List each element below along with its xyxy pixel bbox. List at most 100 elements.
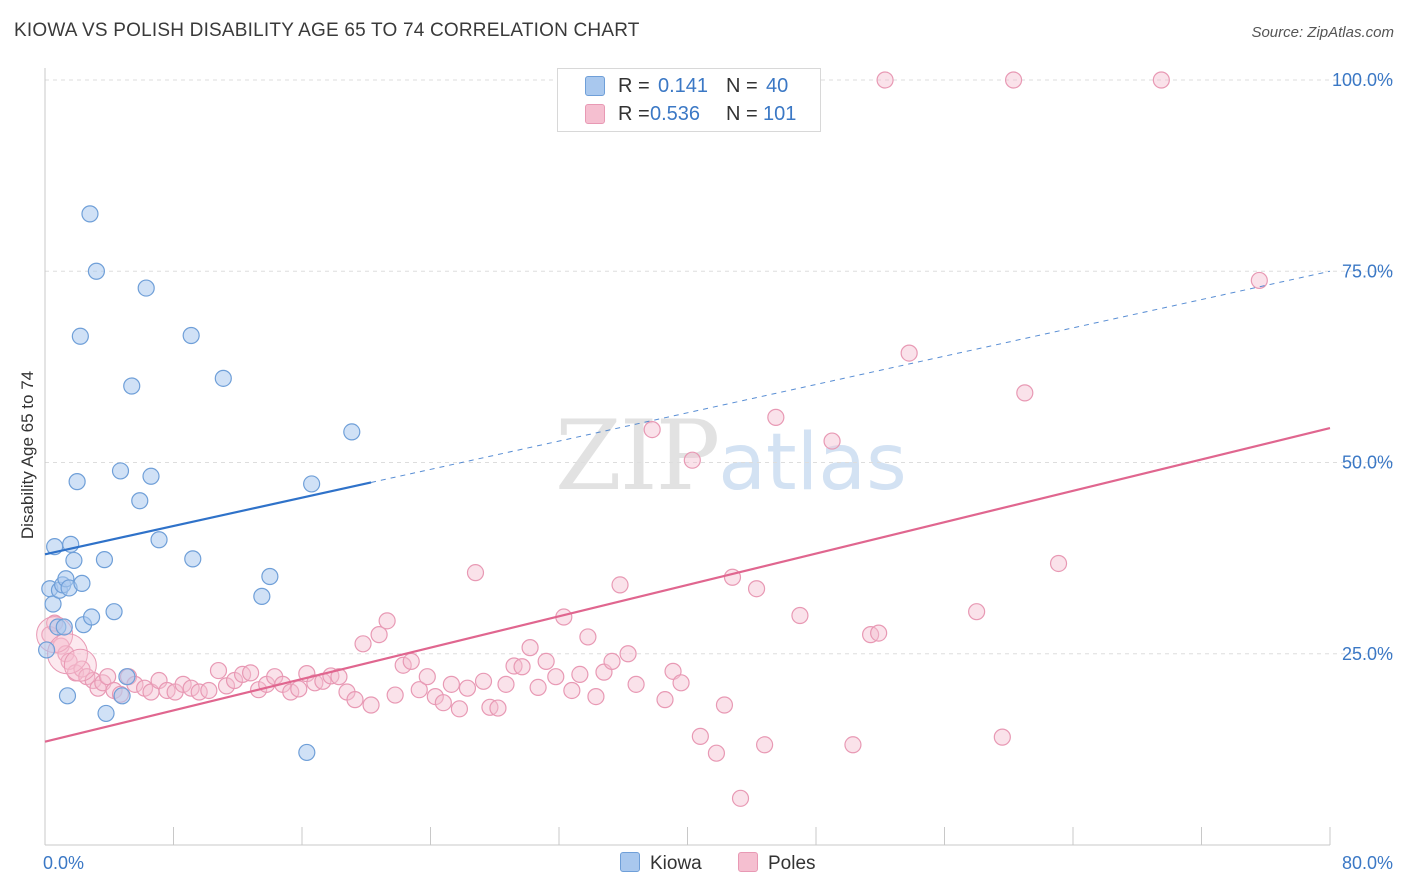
- poles-point: [489, 699, 507, 717]
- kiowa-legend-label: Kiowa: [650, 853, 702, 874]
- kiowa-point: [71, 327, 89, 345]
- poles-point: [182, 679, 200, 697]
- poles-point: [715, 696, 734, 714]
- kiowa-point: [73, 574, 91, 592]
- poles-point: [683, 451, 701, 469]
- poles-point: [1016, 384, 1034, 402]
- kiowa-point: [137, 279, 155, 297]
- kiowa-r-value: 0.141: [658, 75, 709, 97]
- poles-point: [579, 628, 597, 646]
- stats-legend: R = 0.141 N = 40 R = 0.536 N = 101: [557, 68, 821, 132]
- poles-point: [870, 624, 888, 642]
- poles-point: [1250, 271, 1268, 290]
- poles-r-value: 0.536: [650, 103, 701, 125]
- poles-point: [1049, 554, 1068, 573]
- poles-point: [521, 639, 539, 657]
- poles-point: [362, 696, 380, 714]
- poles-point: [434, 694, 452, 712]
- kiowa-point: [105, 603, 123, 621]
- poles-point: [442, 675, 460, 693]
- kiowa-swatch: [585, 76, 605, 96]
- r-label: R =: [618, 75, 650, 97]
- kiowa-point: [68, 473, 86, 491]
- poles-point: [418, 668, 436, 686]
- poles-point: [731, 789, 750, 807]
- n-label: N =: [726, 75, 758, 97]
- source-credit: Source: ZipAtlas.com: [1251, 24, 1394, 41]
- chart-title: KIOWA VS POLISH DISABILITY AGE 65 TO 74 …: [14, 20, 640, 41]
- kiowa-point: [113, 687, 131, 705]
- poles-point: [537, 652, 555, 671]
- poles-point: [755, 736, 774, 754]
- poles-point: [1152, 71, 1170, 89]
- kiowa-point: [182, 326, 200, 345]
- kiowa-point: [131, 492, 149, 510]
- poles-point: [386, 686, 404, 704]
- kiowa-point: [111, 462, 130, 480]
- poles-point: [547, 668, 565, 686]
- poles-point: [844, 736, 862, 754]
- poles-point: [968, 603, 986, 621]
- poles-point: [691, 727, 709, 745]
- poles-point: [497, 675, 515, 693]
- poles-point: [603, 652, 621, 671]
- kiowa-point: [298, 743, 316, 762]
- poles-point: [458, 679, 477, 697]
- kiowa-point: [261, 567, 279, 586]
- poles-point: [823, 432, 841, 450]
- y-axis-label: Disability Age 65 to 74: [18, 370, 37, 540]
- kiowa-point: [97, 704, 115, 723]
- n-label: N =: [726, 103, 758, 125]
- poles-legend-label: Poles: [768, 853, 816, 874]
- poles-point: [370, 626, 388, 644]
- kiowa-point: [214, 369, 232, 387]
- kiowa-points: [38, 205, 361, 762]
- y-tick-label: 25.0%: [1342, 644, 1393, 664]
- kiowa-point: [87, 262, 106, 280]
- kiowa-point: [303, 475, 321, 493]
- poles-point: [474, 672, 493, 690]
- kiowa-point: [123, 377, 141, 395]
- kiowa-point: [343, 423, 361, 441]
- poles-point: [290, 680, 308, 698]
- poles-point: [99, 668, 117, 686]
- poles-point: [330, 668, 348, 686]
- poles-point: [410, 681, 428, 699]
- kiowa-point: [150, 531, 168, 549]
- kiowa-point: [184, 550, 202, 568]
- poles-legend-swatch: [738, 852, 758, 872]
- poles-point: [1004, 71, 1023, 89]
- poles-point: [354, 635, 372, 653]
- trend-lines: [44, 270, 1331, 743]
- kiowa-point: [58, 687, 77, 705]
- kiowa-legend-swatch: [620, 852, 640, 872]
- kiowa-n-value: 40: [766, 75, 789, 97]
- poles-point: [394, 656, 412, 674]
- poles-point: [611, 576, 629, 594]
- poles-point: [900, 344, 918, 362]
- poles-point: [993, 728, 1011, 746]
- legend-kiowa: Kiowa: [620, 852, 702, 876]
- poles-point: [767, 408, 785, 426]
- poles-point: [174, 675, 192, 693]
- kiowa-point: [118, 668, 136, 686]
- poles-swatch: [585, 104, 605, 124]
- poles-point: [707, 744, 726, 762]
- kiowa-point: [44, 595, 62, 613]
- poles-point: [656, 691, 674, 709]
- kiowa-point: [38, 641, 56, 659]
- kiowa-point: [142, 467, 160, 485]
- poles-point: [209, 661, 228, 680]
- y-tick-label: 75.0%: [1342, 261, 1393, 281]
- x-tick-label: 80.0%: [1342, 853, 1393, 873]
- y-tick-label: 100.0%: [1332, 70, 1393, 90]
- watermark-zip: ZIP: [555, 400, 720, 512]
- poles-point: [529, 678, 547, 697]
- r-label: R =: [618, 103, 650, 125]
- poles-point: [791, 606, 809, 625]
- poles-points: [36, 71, 1268, 807]
- kiowa-point: [82, 608, 101, 626]
- kiowa-trend-line: [44, 481, 372, 556]
- poles-n-value: 101: [763, 103, 797, 125]
